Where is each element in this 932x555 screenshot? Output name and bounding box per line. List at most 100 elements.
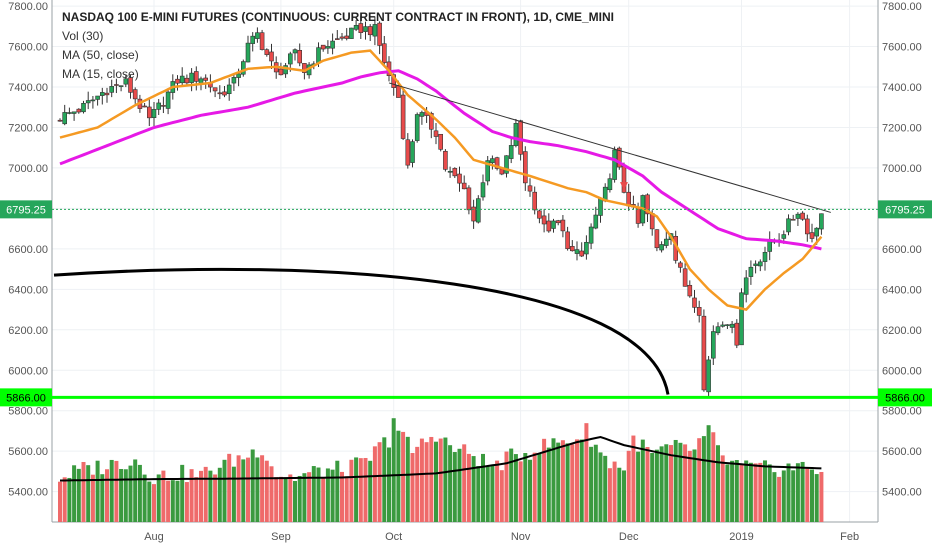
candle-body [259, 32, 265, 50]
rounding-arc [53, 267, 670, 395]
candle-body [790, 218, 796, 221]
volume-bar [523, 453, 528, 522]
candle-body [226, 84, 232, 95]
volume-bar [772, 472, 777, 522]
volume-bar [100, 474, 105, 522]
candle-body [804, 218, 810, 235]
volume-bar [448, 445, 453, 522]
volume-bar [800, 461, 805, 522]
candle-body [757, 261, 763, 267]
y-tick-left-9: 6000.00 [8, 365, 48, 377]
volume-bar [528, 459, 532, 522]
volume-bar [410, 452, 415, 522]
price-tag-right: 6795.25 [885, 204, 925, 216]
candle-body [663, 238, 669, 246]
candle-body [269, 51, 274, 62]
candle-body [381, 43, 387, 63]
candle-body [62, 112, 68, 125]
y-tick-right-1: 7600.00 [882, 42, 922, 54]
candle-body [165, 91, 171, 109]
volume-bar [302, 473, 307, 522]
candle-body [372, 24, 378, 37]
volume-bar [255, 457, 260, 522]
volume-bar [142, 474, 147, 522]
volume-bar [382, 437, 387, 522]
volume-bar [325, 468, 330, 522]
volume-bar [109, 459, 114, 522]
price-tag-left: 6795.25 [6, 204, 46, 216]
candle-body [729, 323, 735, 328]
candle-body [725, 324, 730, 326]
volume-bar [293, 480, 297, 522]
volume-bar [645, 447, 650, 522]
volume-bar [354, 457, 359, 522]
candle-body [292, 49, 298, 54]
volume-bar [471, 456, 476, 522]
volume-bar [777, 476, 782, 522]
volume-bar [612, 461, 617, 522]
volume-bar [363, 457, 368, 522]
candle-body [109, 86, 114, 93]
volume-bar [76, 468, 81, 522]
volume-bar [184, 482, 189, 522]
candle-body [147, 106, 152, 119]
candle-body [541, 215, 547, 225]
y-tick-left-11: 5600.00 [8, 446, 48, 458]
y-tick-left-4: 7000.00 [8, 163, 48, 175]
candle-body [522, 151, 528, 184]
volume-bar [199, 470, 203, 522]
volume-bar [805, 468, 810, 522]
volume-bar [213, 474, 218, 522]
x-tick-4: Dec [619, 531, 639, 543]
volume-bar [105, 469, 109, 522]
y-tick-right-10: 5800.00 [882, 406, 922, 418]
candle-body [241, 61, 246, 75]
volume-bar [147, 481, 152, 522]
volume-bar [589, 446, 594, 522]
volume-bar [509, 448, 514, 522]
volume-bar [650, 453, 655, 522]
candle-body [475, 198, 481, 223]
candle-body [339, 36, 345, 39]
candle-body [100, 92, 105, 96]
candle-body [635, 207, 641, 224]
candle-body [377, 22, 382, 46]
candle-body [692, 297, 697, 308]
volume-bar [340, 471, 344, 522]
volume-bar [495, 460, 500, 522]
volume-bar [330, 469, 335, 522]
candle-body [428, 112, 434, 130]
y-tick-right-3: 7200.00 [882, 122, 922, 134]
candle-body [645, 194, 650, 215]
volume-bar [175, 480, 180, 522]
candle-body [222, 91, 227, 96]
candle-body [396, 85, 401, 98]
volume-bar [260, 455, 265, 522]
volume-bar [734, 460, 739, 522]
volume-bar [119, 468, 124, 522]
candle-body [67, 112, 72, 114]
candle-body [189, 72, 194, 83]
volume-bar [692, 449, 697, 522]
volume-bar [283, 477, 288, 522]
candle-body [175, 78, 180, 84]
volume-bar [622, 470, 626, 522]
candle-body [607, 178, 613, 191]
candle-body [701, 315, 707, 391]
volume-bar [231, 466, 236, 522]
candle-body [283, 65, 288, 75]
volume-bar [58, 481, 62, 522]
plot-area [52, 0, 878, 522]
candle-body [128, 77, 133, 93]
volume-bar [795, 463, 800, 522]
volume-bar [321, 478, 326, 522]
volume-bar [95, 460, 100, 522]
candle-body [560, 219, 566, 232]
candle-body [123, 78, 129, 85]
candle-body [734, 322, 740, 346]
candle-body [696, 307, 702, 316]
volume-bar [405, 436, 410, 522]
candle-body [203, 77, 208, 81]
volume-bar [560, 440, 565, 522]
